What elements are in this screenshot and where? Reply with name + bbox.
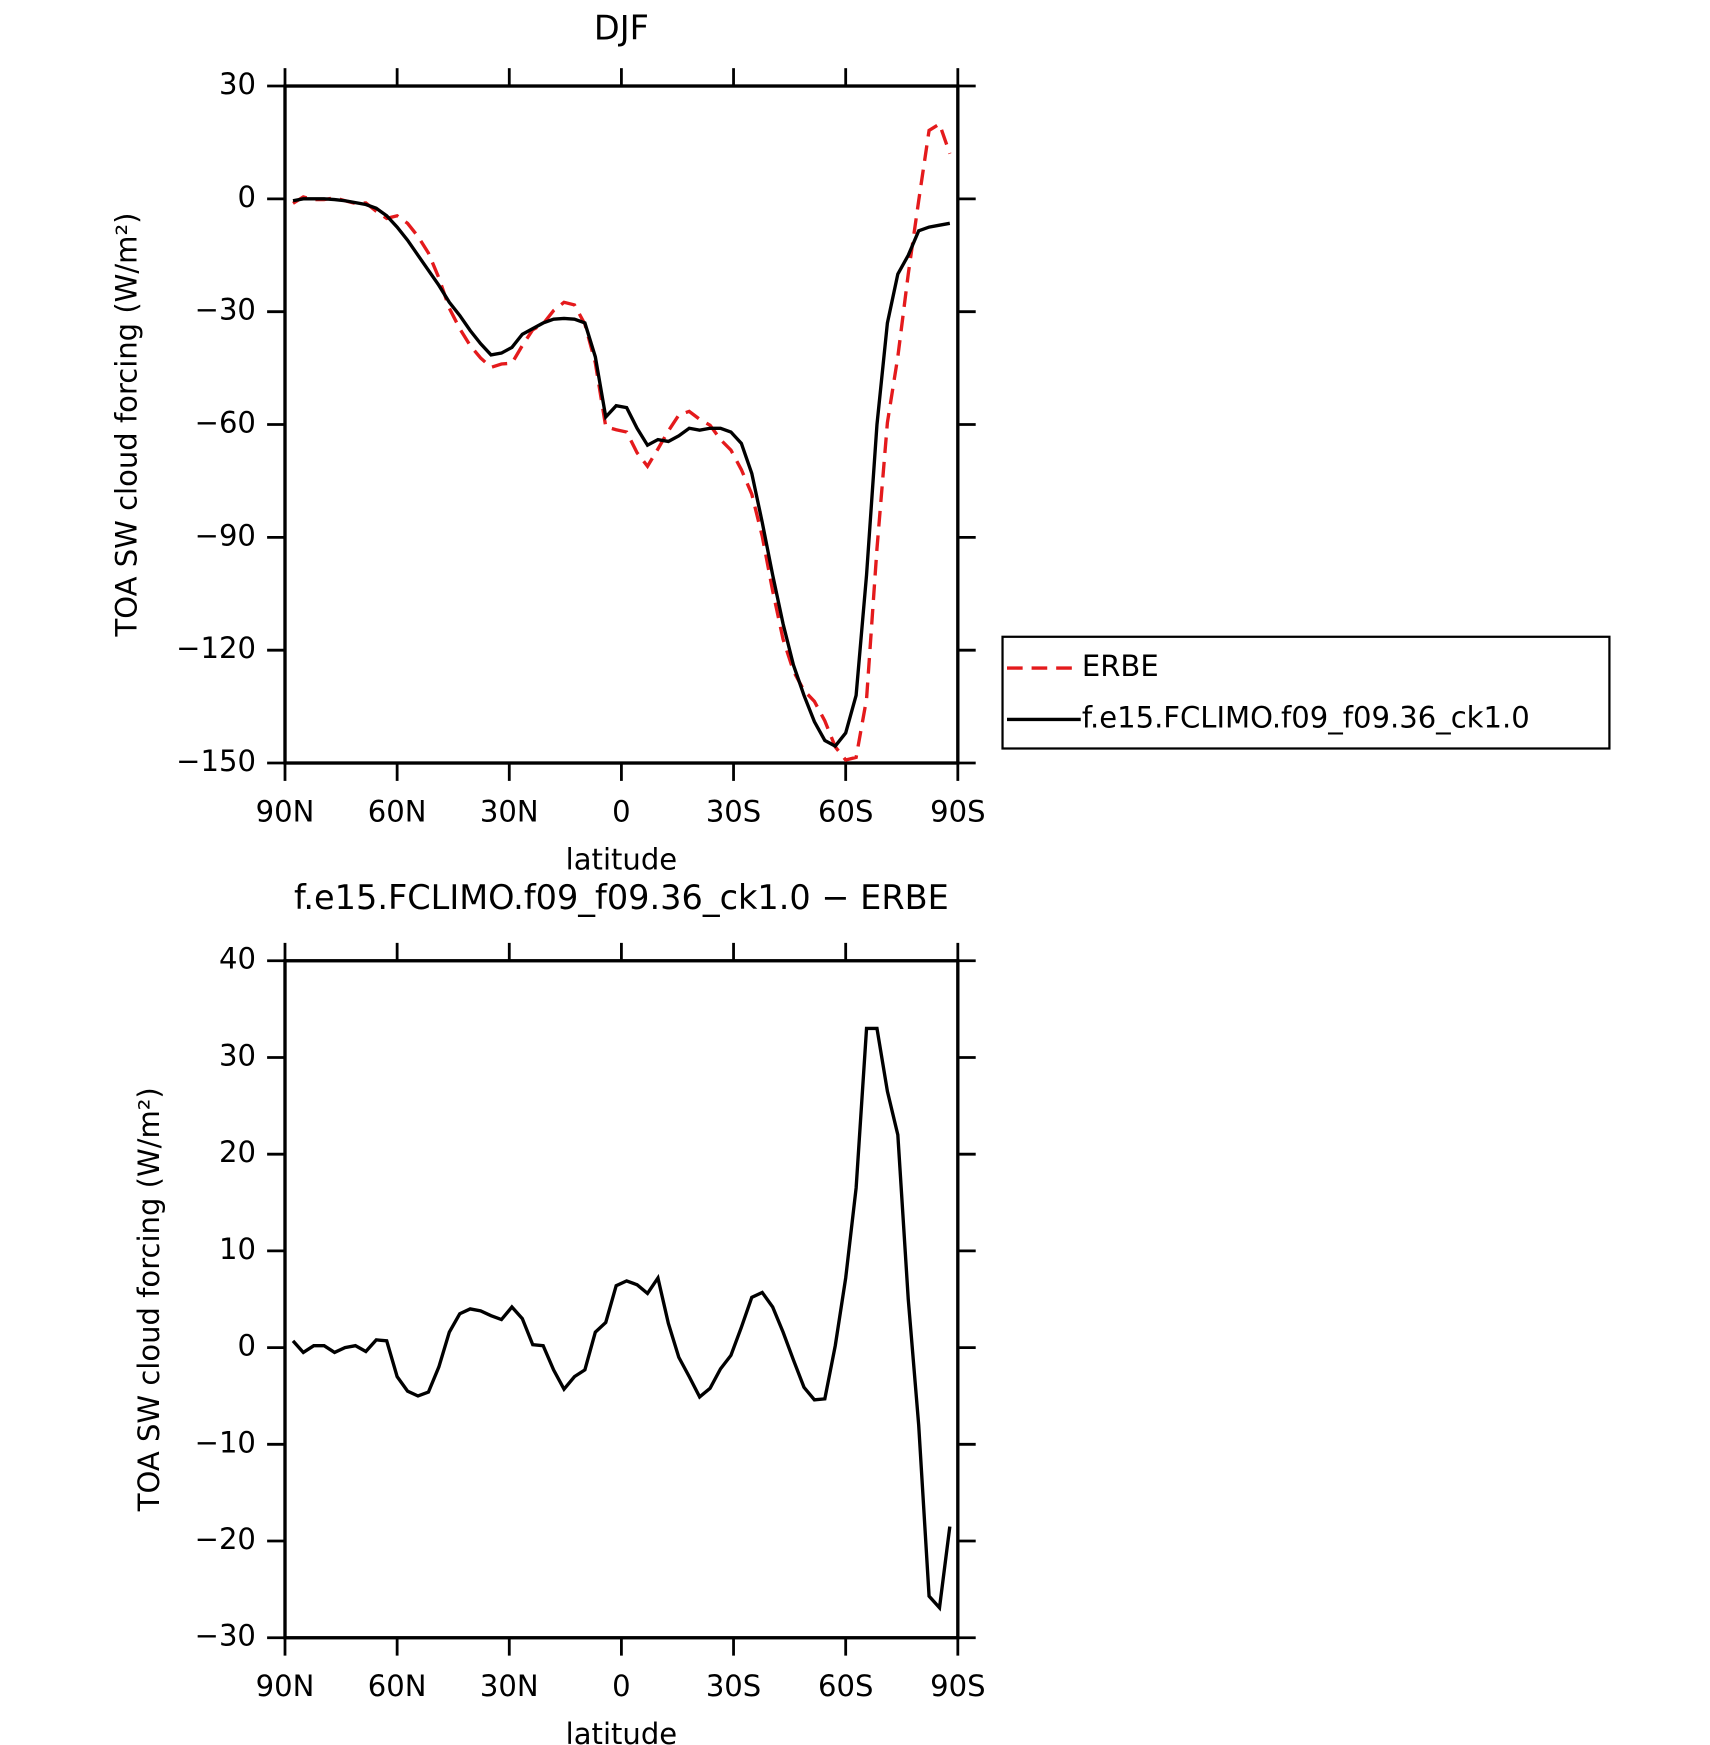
y-tick-label: −60: [195, 406, 256, 440]
x-tick-label: 60S: [818, 794, 873, 828]
plot-frame: [283, 959, 960, 1640]
x-tick-label: 0: [612, 794, 630, 828]
y-tick-label: −10: [195, 1425, 256, 1459]
legend-label: ERBE: [1082, 649, 1159, 683]
y-tick-label: 10: [219, 1232, 256, 1266]
x-axis-label: latitude: [566, 1717, 677, 1745]
x-tick-label: 30N: [480, 794, 539, 828]
x-tick-label: 30S: [706, 794, 761, 828]
x-tick-label: 0: [612, 1669, 630, 1703]
x-tick-label: 30N: [480, 1669, 539, 1703]
chart-title: DJF: [594, 9, 649, 48]
x-tick-label: 30S: [706, 1669, 761, 1703]
y-tick-label: 20: [219, 1135, 256, 1169]
x-tick-label: 60S: [818, 1669, 873, 1703]
data-line: [292, 121, 952, 762]
legend-label: f.e15.FCLIMO.f09_f09.36_ck1.0: [1082, 700, 1530, 734]
data-line: [291, 1026, 952, 1612]
x-tick-label: 90S: [930, 794, 985, 828]
y-tick-label: −30: [195, 293, 256, 327]
y-tick-label: 0: [237, 1329, 255, 1363]
chart-title: f.e15.FCLIMO.f09_f09.36_ck1.0 − ERBE: [294, 878, 949, 917]
plot-frame: [283, 84, 960, 765]
y-tick-label: 30: [219, 67, 256, 101]
y-axis-label: TOA SW cloud forcing (W/m²): [110, 213, 144, 638]
y-tick-label: −90: [195, 518, 256, 552]
x-tick-label: 90N: [256, 794, 315, 828]
x-tick-label: 90S: [930, 1669, 985, 1703]
y-tick-label: −120: [176, 631, 256, 665]
x-axis-label: latitude: [566, 842, 677, 876]
y-tick-label: −150: [176, 744, 256, 778]
y-tick-label: −30: [195, 1619, 256, 1653]
x-tick-label: 90N: [256, 1669, 315, 1703]
y-tick-label: 30: [219, 1038, 256, 1072]
x-tick-label: 60N: [368, 1669, 427, 1703]
y-tick-label: 0: [237, 180, 255, 214]
data-line: [292, 197, 951, 749]
legend-box: [1001, 635, 1611, 750]
y-tick-label: 40: [219, 942, 256, 976]
y-tick-label: −20: [195, 1522, 256, 1556]
x-tick-label: 60N: [368, 794, 427, 828]
y-axis-label: TOA SW cloud forcing (W/m²): [132, 1087, 166, 1512]
legend: ERBE f.e15.FCLIMO.f09_f09.36_ck1.0: [1001, 635, 1611, 750]
